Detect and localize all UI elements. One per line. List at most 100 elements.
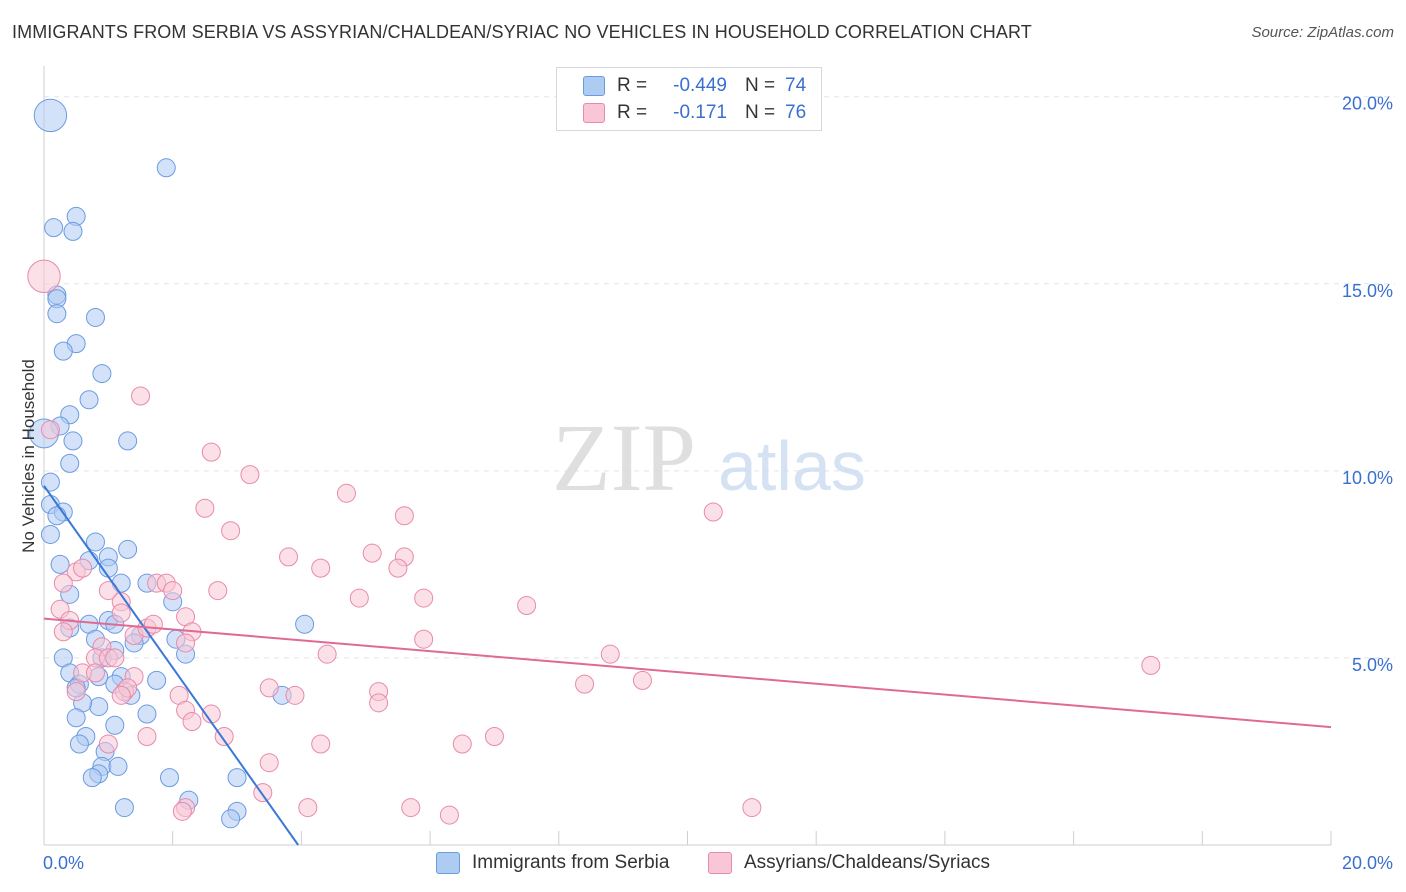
point-assyrian [401,798,421,818]
point-serbia [50,554,70,574]
point-serbia [66,708,86,728]
point-assyrian [414,588,434,608]
point-serbia [221,809,241,829]
point-serbia [85,307,105,327]
legend-row-assyrian: R = -0.171 N = 76 [583,101,806,125]
legend-label-serbia: Immigrants from Serbia [472,852,670,873]
point-assyrian [1141,655,1161,675]
point-assyrian [369,693,389,713]
point-assyrian [195,498,215,518]
point-assyrian [111,603,131,623]
point-assyrian [575,674,595,694]
chart-title: IMMIGRANTS FROM SERBIA VS ASSYRIAN/CHALD… [12,22,1032,42]
point-serbia [53,341,73,361]
point-assyrian [201,442,221,462]
point-assyrian [632,670,652,690]
source-label: Source: ZipAtlas.com [1251,24,1394,41]
point-assyrian [208,581,228,601]
point-serbia [147,670,167,690]
point-assyrian [85,663,105,683]
point-serbia [108,756,128,776]
point-serbia [79,390,99,410]
point-assyrian [279,547,299,567]
watermark-zip: ZIP [552,404,696,511]
point-assyrian [439,805,459,825]
legend-swatch-assyrian [708,852,732,874]
watermark-atlas: atlas [718,427,866,505]
point-serbia [40,524,60,544]
legend-item-serbia[interactable]: Immigrants from Serbia [436,852,669,874]
point-assyrian [176,633,196,653]
point-serbia [92,364,112,384]
y-axis-label: No Vehicles in Household [19,359,38,553]
point-serbia [156,158,176,178]
point-assyrian [336,483,356,503]
point-serbia [118,431,138,451]
point-assyrian [66,682,86,702]
point-assyrian [703,502,723,522]
point-serbia [47,304,67,324]
point-assyrian [111,685,131,705]
point-assyrian [285,685,305,705]
n-value: 76 [785,102,807,123]
point-assyrian [311,558,331,578]
n-label: N = [745,102,776,123]
y-tick-label: 15.0% [1342,281,1393,301]
point-serbia [227,768,247,788]
x-tick-label: 20.0% [1342,853,1393,873]
point-assyrian [27,259,61,293]
point-assyrian [317,644,337,664]
gridlines [44,96,1395,659]
series-serbia-points [29,98,315,829]
point-assyrian [349,588,369,608]
trend-lines [43,485,1332,846]
r-label: R = [617,102,648,123]
point-serbia [118,539,138,559]
point-serbia [47,506,67,526]
point-assyrian [600,644,620,664]
point-assyrian [53,622,73,642]
point-assyrian [131,386,151,406]
point-assyrian [259,753,279,773]
point-assyrian [394,506,414,526]
point-assyrian [240,465,260,485]
point-serbia [114,798,134,818]
watermark: ZIP atlas [552,404,866,511]
correlation-legend: R = -0.449 N = 74 R = -0.171 N = 76 [556,67,822,131]
legend-item-assyrian[interactable]: Assyrians/Chaldeans/Syriacs [708,852,990,874]
r-value: -0.171 [673,102,727,123]
point-serbia [295,614,315,634]
n-value: 74 [785,75,807,96]
series-assyrian-points [27,259,1161,825]
point-serbia [63,431,83,451]
legend-label-assyrian: Assyrians/Chaldeans/Syriacs [744,852,991,873]
point-serbia [82,768,102,788]
point-assyrian [517,596,537,616]
point-assyrian [298,798,318,818]
point-serbia [60,453,80,473]
point-assyrian [452,734,472,754]
point-assyrian [98,734,118,754]
point-serbia [40,472,60,492]
n-label: N = [745,75,776,96]
legend-row-serbia: R = -0.449 N = 74 [583,74,806,98]
point-assyrian [73,558,93,578]
y-tick-label: 20.0% [1342,94,1393,114]
trend-line-serbia [43,485,299,846]
point-serbia [105,715,125,735]
r-label: R = [617,75,648,96]
point-assyrian [311,734,331,754]
point-assyrian [362,543,382,563]
legend-swatch-serbia [583,76,605,96]
trend-line-assyrian [43,617,1332,729]
point-assyrian [221,521,241,541]
point-serbia [85,532,105,552]
point-assyrian [172,801,192,821]
point-assyrian [214,726,234,746]
point-assyrian [105,648,125,668]
axes [43,66,1332,846]
series-legend: Immigrants from Serbia Assyrians/Chaldea… [0,852,1406,878]
point-assyrian [414,629,434,649]
point-assyrian [484,726,504,746]
